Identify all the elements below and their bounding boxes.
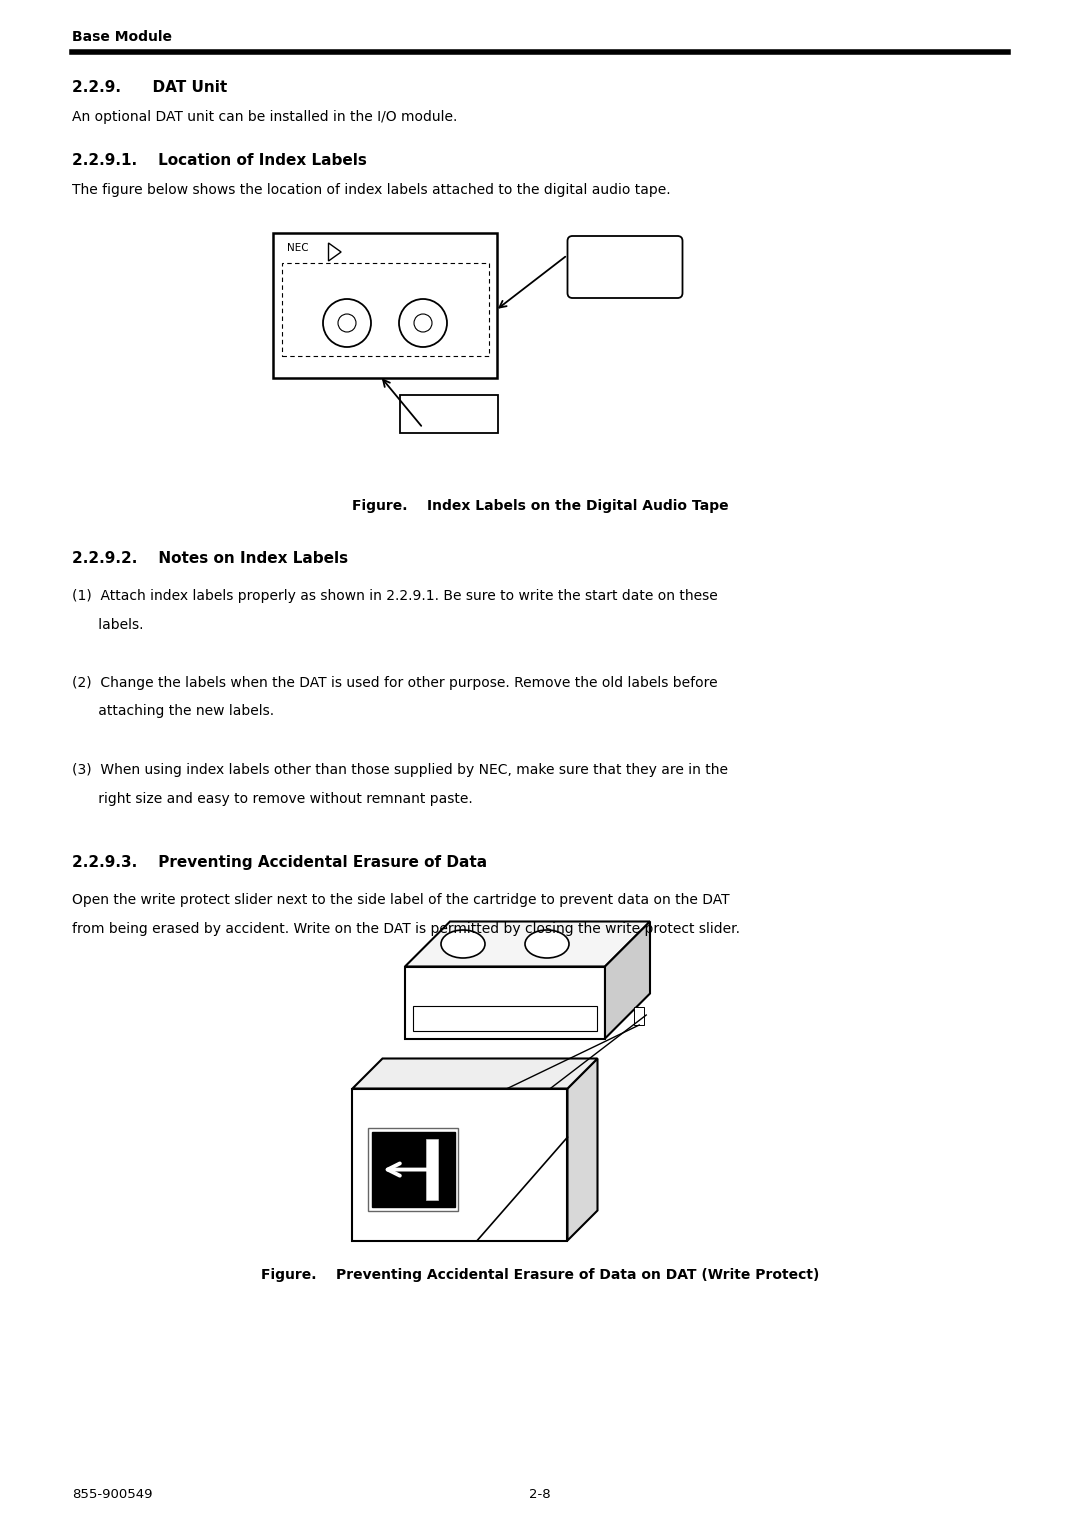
Bar (634, 1007, 645, 1025)
Ellipse shape (525, 931, 569, 958)
Polygon shape (405, 967, 605, 1039)
Ellipse shape (441, 931, 485, 958)
Text: 2.2.9.      DAT Unit: 2.2.9. DAT Unit (72, 79, 227, 95)
Text: Open the write protect slider next to the side label of the cartridge to prevent: Open the write protect slider next to th… (72, 892, 730, 908)
Bar (282, 263, 488, 356)
Polygon shape (567, 1059, 597, 1241)
Text: 2.2.9.1.    Location of Index Labels: 2.2.9.1. Location of Index Labels (72, 153, 367, 168)
Polygon shape (405, 921, 650, 967)
Text: attaching the new labels.: attaching the new labels. (72, 704, 274, 718)
Text: An optional DAT unit can be installed in the I/O module.: An optional DAT unit can be installed in… (72, 110, 457, 124)
Bar (400, 396, 498, 432)
Polygon shape (605, 921, 650, 1039)
Text: Base Module: Base Module (72, 31, 172, 44)
Text: from being erased by accident. Write on the DAT is permitted by closing the writ: from being erased by accident. Write on … (72, 921, 740, 935)
Text: 855-900549: 855-900549 (72, 1488, 152, 1500)
Bar (272, 232, 498, 377)
Bar (368, 1128, 459, 1212)
Circle shape (338, 313, 356, 332)
Text: NEC: NEC (286, 243, 308, 254)
Polygon shape (352, 1059, 597, 1088)
Polygon shape (328, 243, 341, 261)
Text: (1)  Attach index labels properly as shown in 2.2.9.1. Be sure to write the star: (1) Attach index labels properly as show… (72, 588, 718, 604)
Text: 2-8: 2-8 (529, 1488, 551, 1500)
Circle shape (414, 313, 432, 332)
Bar (373, 1132, 455, 1207)
Circle shape (323, 299, 372, 347)
Text: The figure below shows the location of index labels attached to the digital audi: The figure below shows the location of i… (72, 183, 671, 197)
Text: Figure.    Preventing Accidental Erasure of Data on DAT (Write Protect): Figure. Preventing Accidental Erasure of… (260, 1268, 820, 1282)
Text: Figure.    Index Labels on the Digital Audio Tape: Figure. Index Labels on the Digital Audi… (352, 500, 728, 513)
Text: (2)  Change the labels when the DAT is used for other purpose. Remove the old la: (2) Change the labels when the DAT is us… (72, 675, 717, 691)
Bar (413, 1005, 597, 1030)
Text: 2.2.9.3.    Preventing Accidental Erasure of Data: 2.2.9.3. Preventing Accidental Erasure o… (72, 856, 487, 869)
Text: (3)  When using index labels other than those supplied by NEC, make sure that th: (3) When using index labels other than t… (72, 762, 728, 778)
Bar (352, 1088, 567, 1241)
Text: 2.2.9.2.    Notes on Index Labels: 2.2.9.2. Notes on Index Labels (72, 552, 348, 565)
Text: labels.: labels. (72, 617, 144, 631)
Bar (426, 1138, 437, 1199)
Text: right size and easy to remove without remnant paste.: right size and easy to remove without re… (72, 792, 473, 805)
FancyBboxPatch shape (567, 235, 683, 298)
Circle shape (399, 299, 447, 347)
